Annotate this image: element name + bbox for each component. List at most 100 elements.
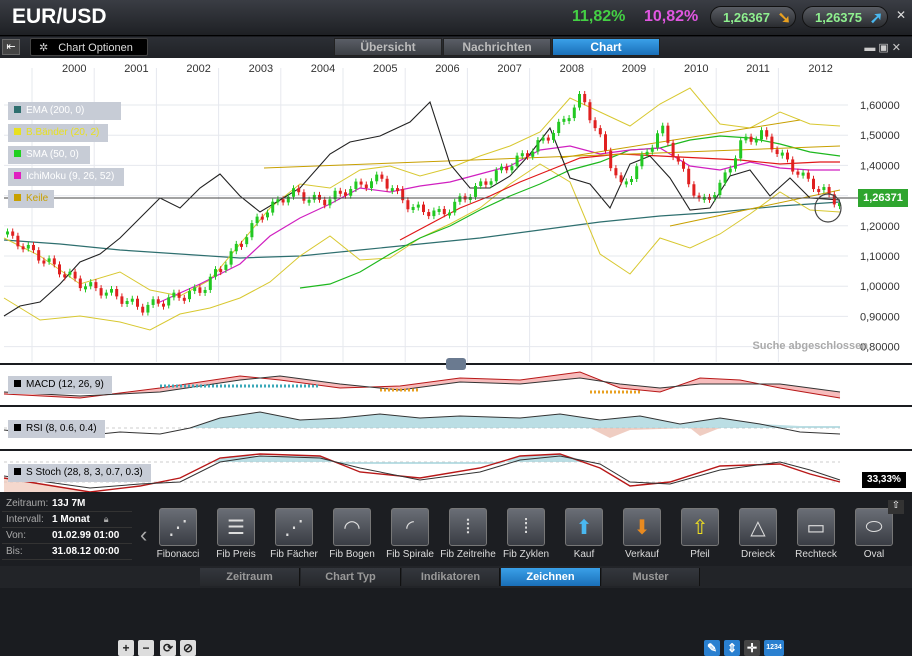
wedge-line-upper xyxy=(263,145,841,169)
pen-icon[interactable]: ✎ xyxy=(704,640,720,656)
y-tick-label: 1,60000 xyxy=(860,100,900,112)
rsi-label[interactable]: RSI (8, 0.6, 0.4) xyxy=(8,420,105,438)
tool-label: Fib Bogen xyxy=(329,549,375,560)
buy-arrow-icon: ➚ xyxy=(869,10,883,27)
year-label: 2004 xyxy=(311,63,335,75)
tab-indicators[interactable]: Indikatoren xyxy=(402,568,500,586)
zoom-out-button[interactable]: − xyxy=(138,640,154,656)
tab-chart-type[interactable]: Chart Typ xyxy=(301,568,401,586)
wedge-line-mid xyxy=(559,119,801,159)
info-row-interval: Intervall: 1 Monat 🔒︎ xyxy=(2,512,132,528)
year-label: 2009 xyxy=(622,63,646,75)
tool-label: Kauf xyxy=(573,549,595,560)
stoch-panel xyxy=(3,453,841,492)
fib-price-icon: ☰ xyxy=(217,508,255,546)
ichimoku-cloud-line xyxy=(399,153,840,241)
tools-scroll-left[interactable]: ‹ xyxy=(140,522,148,547)
tool-sell-arrow[interactable]: ⬇ Verkauf xyxy=(614,508,670,564)
chart-area[interactable]: 2000 2001 2002 2003 2004 2005 2006 2007 2008 2009… xyxy=(0,58,912,492)
bid-price-button[interactable]: 1,26367 ➘ xyxy=(710,6,796,28)
sell-arrow-icon: ➘ xyxy=(777,10,791,27)
triangle-icon: △ xyxy=(739,508,777,546)
info-row-period: Zeitraum: 13J 7M xyxy=(2,496,132,512)
fib-time-icon: ⦙ xyxy=(449,508,487,546)
fib-cycle-icon: ⁞ xyxy=(507,508,545,546)
panel-resize-handle xyxy=(446,358,466,370)
tool-fib-time[interactable]: ⦙ Fib Zeitreihe xyxy=(440,508,496,564)
bollinger-upper-line xyxy=(3,87,841,297)
tool-fib-arc[interactable]: ◠ Fib Bogen xyxy=(324,508,380,564)
year-label: 2012 xyxy=(808,63,832,75)
y-tick-label: 1,10000 xyxy=(860,251,900,263)
arrow-icon: ⇧ xyxy=(681,508,719,546)
period-info: Zeitraum: 13J 7M Intervall: 1 Monat 🔒︎ Von:… xyxy=(2,496,132,564)
year-label: 2008 xyxy=(560,63,584,75)
numbers-icon[interactable]: 1234 xyxy=(764,640,784,656)
tab-overview[interactable]: Übersicht xyxy=(334,38,442,56)
year-label: 2005 xyxy=(373,63,397,75)
y-tick-label: 0,80000 xyxy=(860,342,900,354)
y-tick-label: 1,20000 xyxy=(860,221,900,233)
stoch-label[interactable]: S Stoch (28, 8, 3, 0.7, 0.3) xyxy=(8,464,151,482)
y-tick-label: 1,40000 xyxy=(860,160,900,172)
crosshair-icon[interactable]: ✛ xyxy=(744,640,760,656)
tool-label: Oval xyxy=(863,549,885,560)
legend-sma[interactable]: SMA (50, 0) xyxy=(8,146,90,164)
sma-line xyxy=(299,135,841,289)
tool-buy-arrow[interactable]: ⬆ Kauf xyxy=(556,508,612,564)
tool-triangle[interactable]: △ Dreieck xyxy=(730,508,786,564)
sort-icon[interactable]: ⇕ xyxy=(724,640,740,656)
clear-icon[interactable]: ⊘ xyxy=(180,640,196,656)
wedge-line-lower xyxy=(669,189,841,227)
year-label: 2011 xyxy=(746,63,770,75)
info-row-to: Bis: 31.08.12 00:00 xyxy=(2,544,132,560)
tool-fib-price[interactable]: ☰ Fib Preis xyxy=(208,508,264,564)
y-tick-label: 1,50000 xyxy=(860,130,900,142)
bollinger-lower-line xyxy=(3,163,841,331)
tool-label: Fib Spirale xyxy=(386,549,434,560)
macd-label[interactable]: MACD (12, 26, 9) xyxy=(8,376,112,394)
title-bar: EUR/USD 11,82% 10,82% 1,26367 ➘ 1,26375 … xyxy=(0,0,912,36)
tool-fib-fan[interactable]: ⋰ Fibonacci xyxy=(150,508,206,564)
tab-chart[interactable]: Chart xyxy=(552,38,660,56)
year-label: 2001 xyxy=(124,63,148,75)
tools-scroll-up[interactable]: ⇧ xyxy=(888,500,904,514)
bottom-tab-bar: + − ⟳ ⊘ Zeitraum Chart Typ Indikatoren Z… xyxy=(0,566,912,656)
tool-label: Fib Fächer xyxy=(270,549,318,560)
fib-fan-icon: ⋰ xyxy=(275,508,313,546)
buy-arrow-icon: ⬆ xyxy=(565,508,603,546)
chart-options-button[interactable]: ✲ Chart Optionen xyxy=(30,38,148,56)
search-status: Suche abgeschlossen xyxy=(752,340,868,352)
fib-fan-icon: ⋰ xyxy=(159,508,197,546)
legend-ichimoku[interactable]: IchiMoku (9, 26, 52) xyxy=(8,168,124,186)
tab-news[interactable]: Nachrichten xyxy=(443,38,551,56)
year-label: 2006 xyxy=(435,63,459,75)
lock-icon[interactable]: 🔒︎ xyxy=(103,514,109,524)
tab-patterns[interactable]: Muster xyxy=(602,568,700,586)
window-controls[interactable]: ▬▣✕ xyxy=(864,42,904,54)
tab-draw[interactable]: Zeichnen xyxy=(501,568,601,586)
legend-ema[interactable]: EMA (200, 0) xyxy=(8,102,121,120)
tool-arrow[interactable]: ⇧ Pfeil xyxy=(672,508,728,564)
tool-label: Dreieck xyxy=(741,549,775,560)
tool-oval[interactable]: ⬭ Oval xyxy=(846,508,902,564)
tool-fib-cycle[interactable]: ⁞ Fib Zyklen xyxy=(498,508,554,564)
legend-bollinger[interactable]: B.Bänder (20, 2) xyxy=(8,124,108,142)
gear-icon: ✲ xyxy=(39,42,49,54)
tool-fib-fan[interactable]: ⋰ Fib Fächer xyxy=(266,508,322,564)
tool-fib-spiral[interactable]: ◜ Fib Spirale xyxy=(382,508,438,564)
ask-price-button[interactable]: 1,26375 ➚ xyxy=(802,6,888,28)
change-percent-down: 10,82% xyxy=(644,8,699,25)
macd-panel xyxy=(3,371,841,399)
tool-label: Fib Preis xyxy=(216,549,256,560)
collapse-panel-button[interactable]: ⇤ xyxy=(2,39,20,55)
close-icon[interactable]: ✕ xyxy=(895,8,907,22)
stoch-value-flag: 33,33% xyxy=(862,472,906,488)
year-label: 2002 xyxy=(186,63,210,75)
refresh-icon[interactable]: ⟳ xyxy=(160,640,176,656)
year-label: 2003 xyxy=(249,63,273,75)
zoom-in-button[interactable]: + xyxy=(118,640,134,656)
tool-rectangle[interactable]: ▭ Rechteck xyxy=(788,508,844,564)
tab-period[interactable]: Zeitraum xyxy=(200,568,300,586)
legend-wedges[interactable]: Keile xyxy=(8,190,54,208)
